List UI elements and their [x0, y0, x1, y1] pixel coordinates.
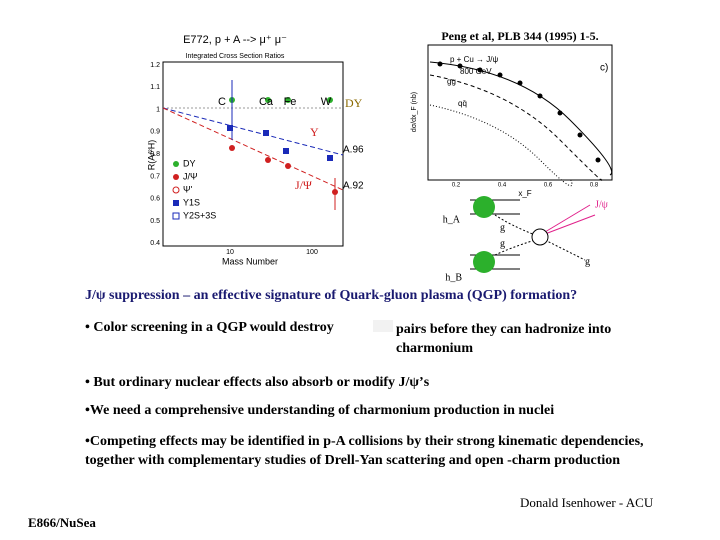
right-points	[437, 61, 601, 163]
bullet-text: • But ordinary nuclear effects also abso…	[85, 375, 430, 390]
y-tick-label: 0.8	[150, 151, 160, 158]
bullet-text: • Color screening in a QGP would destroy	[85, 320, 334, 335]
gluon-label: g	[500, 238, 505, 249]
y-tick-label: 0.5	[150, 218, 160, 225]
nucleus-label: W	[321, 96, 332, 108]
x-tick-label: 100	[306, 249, 318, 256]
footer: E866/NuSea	[28, 515, 96, 530]
x-axis-label: x_F	[518, 189, 531, 198]
annotation: J/Ψ	[295, 178, 312, 192]
annotation: Υ	[310, 125, 319, 139]
legend-label: Υ1S	[183, 197, 200, 207]
gluon-label: g	[585, 256, 590, 267]
plot-title: E772, p + A --> μ⁺ μ⁻	[183, 34, 287, 46]
hadron-label: h_B	[445, 272, 462, 283]
bullet-text: •Competing effects may be identified in …	[85, 434, 644, 468]
citation: Peng et al, PLB 344 (1995) 1-5.	[441, 29, 598, 43]
nucleus-label: Fe	[284, 96, 297, 108]
y-axis-label: R(A/²H)	[146, 140, 156, 171]
curve	[429, 61, 612, 176]
curve-label: qq̄	[458, 99, 467, 108]
spacer	[372, 104, 412, 134]
fit-label: A.96	[343, 145, 364, 156]
panel-label: c)	[600, 63, 608, 74]
x-tick-label: 10	[226, 249, 234, 256]
curve-label: gg	[447, 77, 456, 86]
y-tick-label: 1	[156, 106, 160, 113]
legend-label: Ψ'	[183, 184, 193, 194]
y-axis-label: dσ/dx_F (nb)	[411, 92, 418, 132]
bullet-text: pairs before they can hadronize into cha…	[396, 322, 612, 356]
x-tick-label: 0.6	[544, 183, 553, 189]
plot-subtitle: Integrated Cross Section Ratios	[186, 53, 285, 60]
y-tick-label: 1.1	[150, 84, 160, 91]
nucleus-label: C	[218, 96, 226, 108]
points	[227, 80, 338, 210]
figures: E772, p + A --> μ⁺ μ⁻ Integrated Cross Se…	[146, 29, 613, 283]
right-frame	[427, 44, 613, 181]
x-tick-label: 0.8	[590, 183, 599, 189]
left-frame	[162, 61, 344, 247]
fit-line	[162, 107, 344, 191]
author: Donald Isenhower - ACU	[520, 495, 654, 510]
legend-markers	[172, 161, 180, 220]
legend-label: J/Ψ	[183, 171, 198, 181]
curve	[429, 74, 602, 181]
y-tick-label: 0.7	[150, 173, 160, 180]
nucleus-label: Ca	[259, 96, 274, 108]
product-label: J/ψ	[595, 199, 609, 210]
legend-label: Υ2S+3S	[183, 210, 216, 220]
y-tick-label: 0.9	[150, 129, 160, 136]
gluon-label: g	[500, 222, 505, 233]
heading: J/ψ suppression – an effective signature…	[85, 288, 578, 303]
hadron-label: h_A	[443, 214, 461, 225]
legend-label: DY	[183, 158, 196, 168]
y-tick-label: 0.6	[150, 196, 160, 203]
annotation: DY	[345, 96, 363, 110]
fit-line	[162, 107, 344, 156]
plot-label: p + Cu → J/ψ	[450, 55, 498, 64]
feynman-diagram	[470, 196, 596, 273]
bullet-text: •We need a comprehensive understanding o…	[85, 403, 555, 418]
x-tick-label: 0.2	[452, 183, 461, 189]
y-tick-label: 1.2	[150, 62, 160, 69]
x-axis-label: Mass Number	[222, 256, 278, 266]
y-tick-label: 0.4	[150, 240, 160, 247]
curve	[429, 104, 573, 187]
fit-label: A.92	[343, 181, 364, 192]
plot-label: 800 GeV	[460, 67, 492, 76]
inline-image	[373, 320, 393, 332]
x-tick-label: 0.4	[498, 183, 507, 189]
